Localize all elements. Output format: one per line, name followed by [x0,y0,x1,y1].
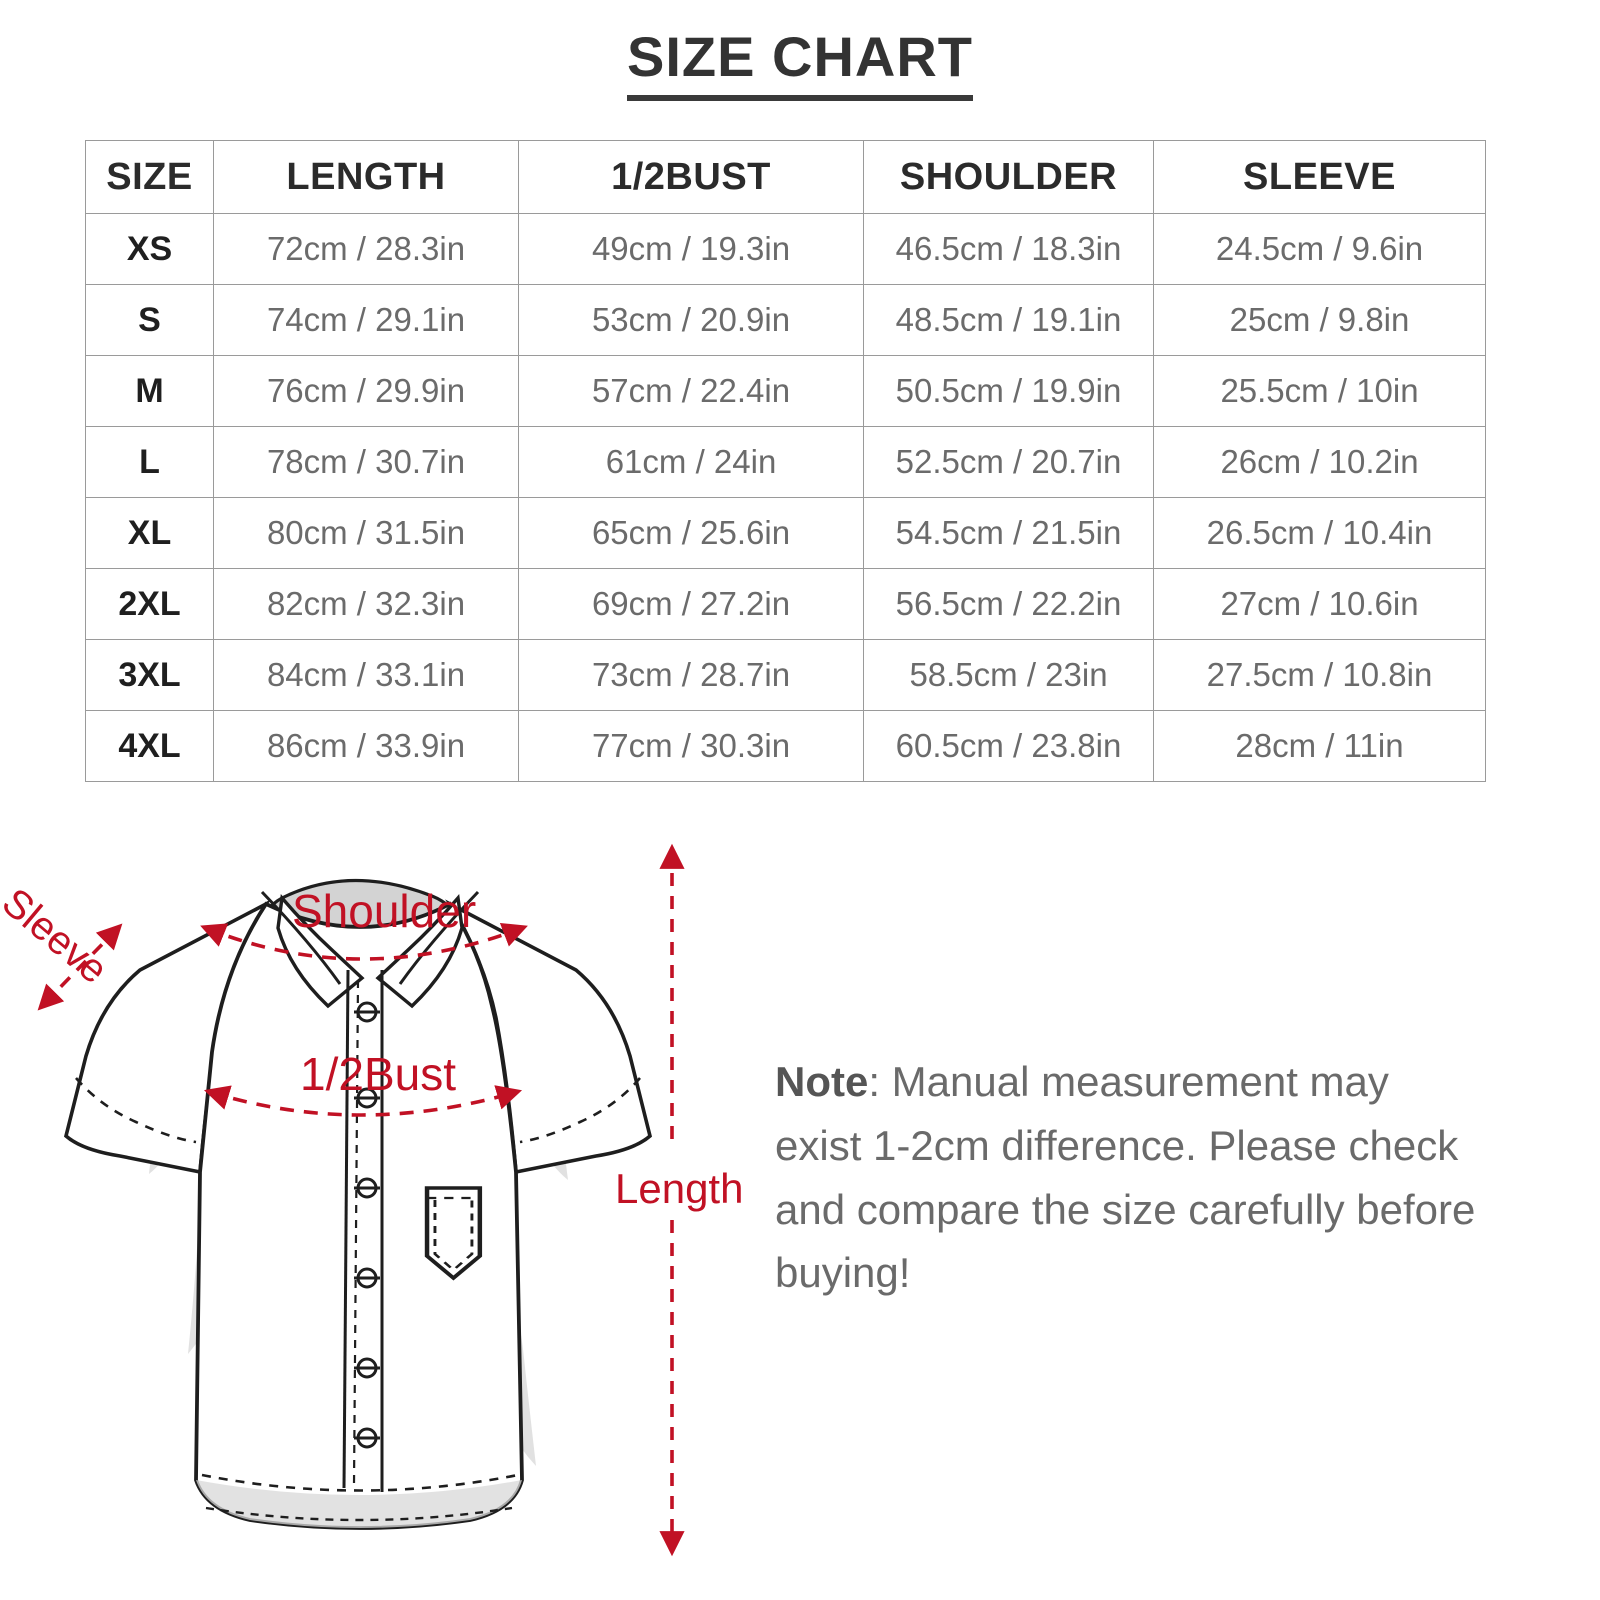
cell-size: S [85,284,214,356]
cell-halfbust: 49cm / 19.3in [518,213,864,285]
cell-halfbust: 57cm / 22.4in [518,355,864,427]
shoulder-label: Shoulder [292,885,477,937]
cell-length: 74cm / 29.1in [213,284,519,356]
cell-shoulder: 50.5cm / 19.9in [863,355,1154,427]
cell-size: M [85,355,214,427]
halfbust-label: 1/2Bust [300,1048,456,1100]
table-row: 3XL 84cm / 33.1in 73cm / 28.7in 58.5cm /… [85,639,1486,711]
table-row: L 78cm / 30.7in 61cm / 24in 52.5cm / 20.… [85,426,1486,498]
cell-halfbust: 65cm / 25.6in [518,497,864,569]
right-sleeve-hem-stitch [519,1077,641,1144]
table-row: XL 80cm / 31.5in 65cm / 25.6in 54.5cm / … [85,497,1486,569]
shirt-illustration [37,843,685,1557]
cell-sleeve: 25cm / 9.8in [1153,284,1486,356]
cell-size: XL [85,497,214,569]
table-row: S 74cm / 29.1in 53cm / 20.9in 48.5cm / 1… [85,284,1486,356]
length-label: Length [615,1165,744,1212]
table-row: 4XL 86cm / 33.9in 77cm / 30.3in 60.5cm /… [85,710,1486,782]
placket-stitch [352,979,360,1485]
cell-size: XS [85,213,214,285]
cell-shoulder: 48.5cm / 19.1in [863,284,1154,356]
cell-length: 72cm / 28.3in [213,213,519,285]
cell-size: 3XL [85,639,214,711]
column-header-size: SIZE [85,140,214,214]
cell-halfbust: 73cm / 28.7in [518,639,864,711]
sleeve-measure-arrow [37,923,123,1011]
cell-halfbust: 61cm / 24in [518,426,864,498]
button [354,1427,380,1449]
cell-length: 84cm / 33.1in [213,639,519,711]
shirt-body-group [63,878,653,1530]
page-title-text: SIZE CHART [627,27,973,101]
note-block: Note: Manual measurement may exist 1-2cm… [775,1050,1485,1305]
cell-sleeve: 25.5cm / 10in [1153,355,1486,427]
cell-length: 86cm / 33.9in [213,710,519,782]
hem-stitch-lower [205,1506,513,1522]
column-header-sleeve: SLEEVE [1153,140,1486,214]
cell-halfbust: 69cm / 27.2in [518,568,864,640]
page-title: SIZE CHART [0,27,1600,101]
measurement-diagram: Shoulder 1/2Bust Length Sleeve [0,800,1600,1600]
measure-guides [37,843,685,1557]
hem-stitch-upper [201,1473,519,1492]
cell-sleeve: 26cm / 10.2in [1153,426,1486,498]
cell-sleeve: 27cm / 10.6in [1153,568,1486,640]
left-sleeve-hem-stitch [75,1077,197,1144]
cell-shoulder: 52.5cm / 20.7in [863,426,1154,498]
table-row: M 76cm / 29.9in 57cm / 22.4in 50.5cm / 1… [85,355,1486,427]
cell-length: 80cm / 31.5in [213,497,519,569]
table-row: 2XL 82cm / 32.3in 69cm / 27.2in 56.5cm /… [85,568,1486,640]
note-text: : Manual measurement may exist 1-2cm dif… [775,1058,1476,1297]
cell-sleeve: 26.5cm / 10.4in [1153,497,1486,569]
cell-shoulder: 46.5cm / 18.3in [863,213,1154,285]
cell-size: 2XL [85,568,214,640]
cell-halfbust: 77cm / 30.3in [518,710,864,782]
cell-length: 82cm / 32.3in [213,568,519,640]
cell-sleeve: 27.5cm / 10.8in [1153,639,1486,711]
halfbust-measure-arrow [203,1085,523,1117]
cell-length: 76cm / 29.9in [213,355,519,427]
button [354,1177,380,1199]
cell-sleeve: 24.5cm / 9.6in [1153,213,1486,285]
button [354,1267,380,1289]
table-header-row: SIZE LENGTH 1/2BUST SHOULDER SLEEVE [85,140,1486,214]
size-chart-table: SIZE LENGTH 1/2BUST SHOULDER SLEEVE XS 7… [85,140,1486,782]
cell-shoulder: 54.5cm / 21.5in [863,497,1154,569]
cell-size: L [85,426,214,498]
cell-shoulder: 58.5cm / 23in [863,639,1154,711]
chest-pocket [424,1186,483,1281]
column-header-length: LENGTH [213,140,519,214]
hem-shade [196,1480,522,1528]
placket-left-edge [342,969,350,1489]
cell-sleeve: 28cm / 11in [1153,710,1486,782]
cell-halfbust: 53cm / 20.9in [518,284,864,356]
cell-length: 78cm / 30.7in [213,426,519,498]
table-row: XS 72cm / 28.3in 49cm / 19.3in 46.5cm / … [85,213,1486,285]
button [354,1001,380,1023]
note-label: Note [775,1058,869,1105]
cell-shoulder: 60.5cm / 23.8in [863,710,1154,782]
cell-shoulder: 56.5cm / 22.2in [863,568,1154,640]
column-header-halfbust: 1/2BUST [518,140,864,214]
column-header-shoulder: SHOULDER [863,140,1154,214]
button [354,1357,380,1379]
cell-size: 4XL [85,710,214,782]
